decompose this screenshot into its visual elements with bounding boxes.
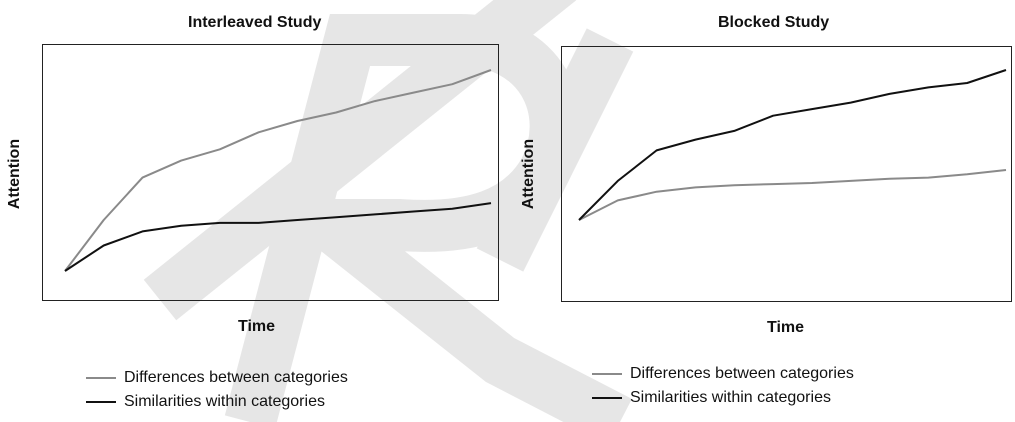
x-axis-label: Time: [767, 319, 805, 336]
legend-item-similarities: Similarities within categories: [592, 386, 854, 410]
legend-label: Similarities within categories: [630, 389, 831, 406]
chart-panel-blocked: Blocked Study Attention Time Differences…: [513, 0, 1013, 422]
legend: Differences between categories Similarit…: [592, 362, 854, 410]
line-plot: [64, 69, 492, 272]
plot-area: [42, 44, 499, 301]
series-line-similarities: [578, 69, 1007, 221]
series-line-differences: [578, 169, 1007, 221]
legend-swatch: [592, 397, 622, 399]
x-axis-label: Time: [238, 318, 276, 335]
legend-label: Differences between categories: [124, 369, 348, 386]
legend-swatch: [86, 377, 116, 379]
plot-area: [561, 46, 1012, 302]
legend-swatch: [592, 373, 622, 375]
legend-swatch: [86, 401, 116, 403]
legend-item-differences: Differences between categories: [86, 366, 348, 390]
legend-item-differences: Differences between categories: [592, 362, 854, 386]
legend-label: Similarities within categories: [124, 393, 325, 410]
chart-title: Interleaved Study: [188, 14, 322, 31]
series-line-differences: [64, 69, 492, 272]
legend-item-similarities: Similarities within categories: [86, 390, 348, 414]
legend-label: Differences between categories: [630, 365, 854, 382]
chart-panel-interleaved: Interleaved Study Attention Time Differe…: [0, 0, 500, 422]
y-axis-label: Attention: [6, 138, 24, 210]
y-axis-label: Attention: [520, 138, 538, 210]
chart-title: Blocked Study: [718, 14, 830, 31]
series-line-similarities: [64, 202, 492, 272]
line-plot: [578, 69, 1007, 221]
legend: Differences between categories Similarit…: [86, 366, 348, 414]
